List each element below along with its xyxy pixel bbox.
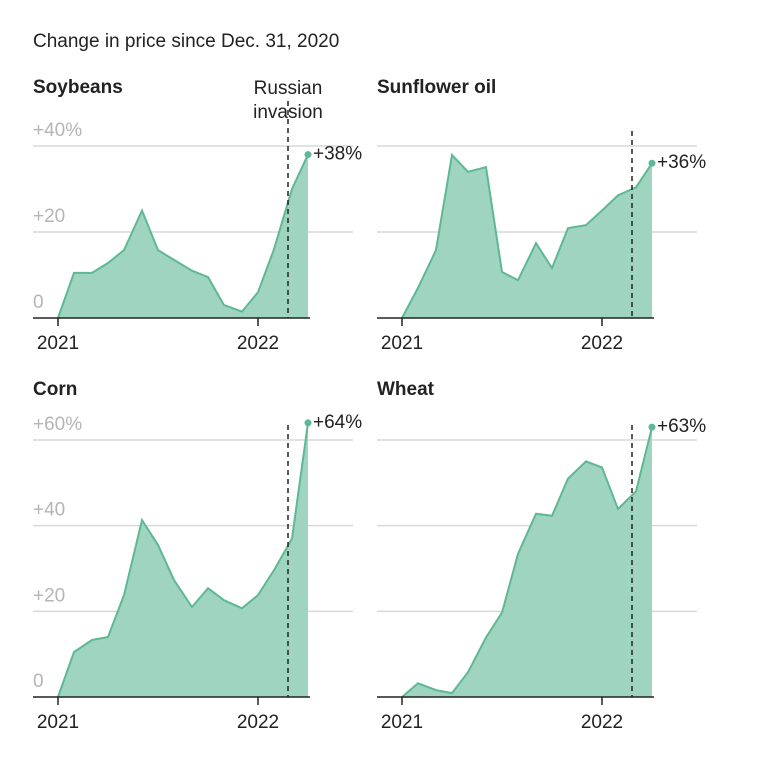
- y-tick-label: +40%: [33, 120, 82, 141]
- panel-title: Corn: [33, 379, 77, 400]
- end-dot: [304, 419, 312, 427]
- value-label: +63%: [657, 416, 706, 437]
- area: [402, 427, 652, 697]
- y-tick-label: 0: [33, 671, 44, 692]
- x-tick-label: 2022: [237, 333, 279, 354]
- y-tick-label: +20: [33, 585, 65, 606]
- x-tick-label: 2022: [581, 333, 623, 354]
- x-tick-label: 2021: [381, 333, 423, 354]
- line: [57, 154, 309, 319]
- y-tick-label: +60%: [33, 414, 82, 435]
- panel-title: Wheat: [377, 379, 435, 400]
- area: [58, 422, 308, 697]
- end-dot: [648, 159, 656, 167]
- end-dot: [648, 423, 656, 431]
- value-label: +36%: [657, 152, 706, 173]
- x-tick-label: 2022: [237, 712, 279, 733]
- y-tick-label: +40: [33, 500, 65, 521]
- end-dot: [304, 151, 312, 159]
- annotation: invasion: [253, 102, 323, 123]
- area: [402, 155, 652, 318]
- x-tick-label: 2021: [37, 333, 79, 354]
- panel-title: Soybeans: [33, 77, 123, 98]
- value-label: +38%: [313, 144, 362, 165]
- line: [401, 426, 653, 698]
- y-tick-label: 0: [33, 292, 44, 313]
- area: [58, 154, 308, 318]
- x-tick-label: 2021: [37, 712, 79, 733]
- x-tick-label: 2022: [581, 712, 623, 733]
- y-tick-label: +20: [33, 206, 65, 227]
- x-tick-label: 2021: [381, 712, 423, 733]
- line: [401, 152, 653, 319]
- annotation: Russian: [254, 78, 323, 99]
- panel-title: Sunflower oil: [377, 77, 496, 98]
- value-label: +64%: [313, 412, 362, 433]
- chart-title: Change in price since Dec. 31, 2020: [33, 31, 339, 52]
- line: [57, 422, 309, 698]
